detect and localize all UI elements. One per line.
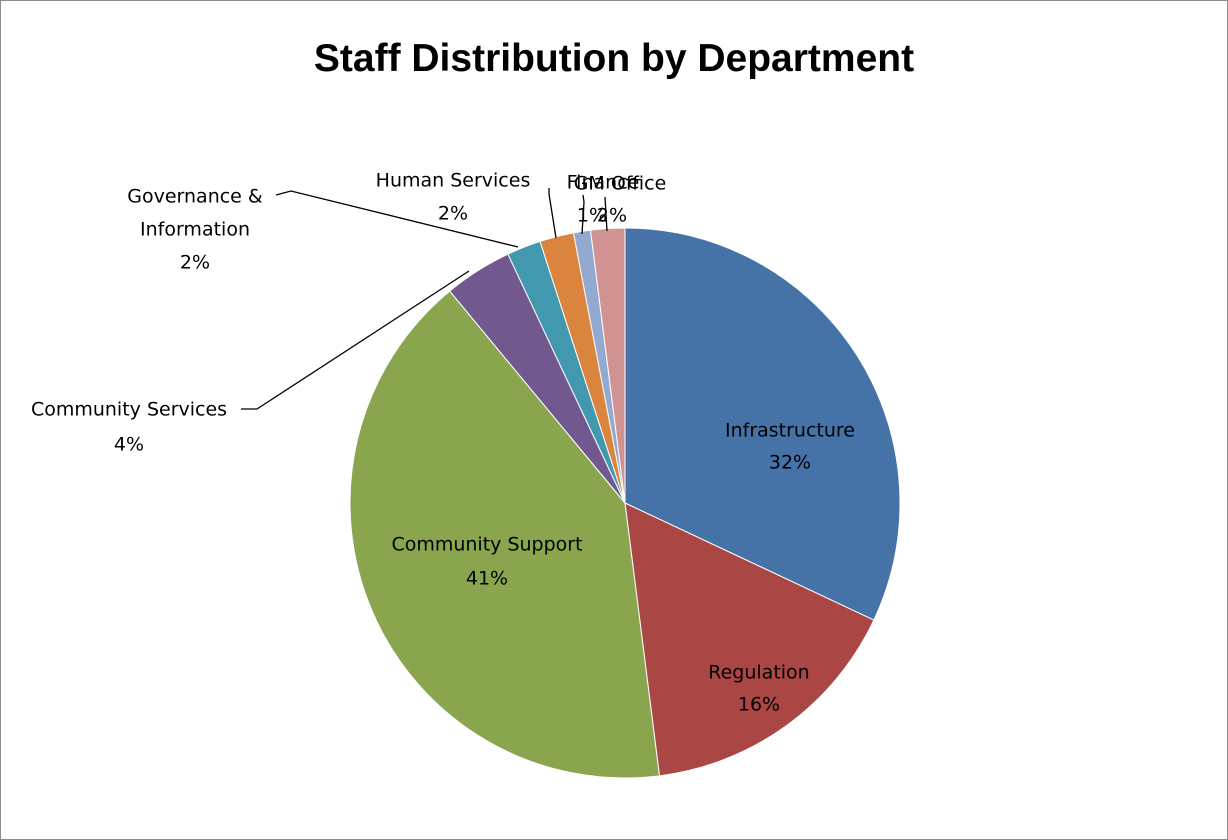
- data-label-value-infrastructure: 32%: [769, 452, 811, 474]
- data-label-name-human-services: Human Services: [376, 170, 531, 192]
- data-label-value-community-services: 4%: [114, 434, 144, 456]
- leader-line-human-services: [548, 188, 557, 239]
- pie-slice-gm-office: [589, 227, 626, 504]
- leader-line-community-services: [241, 270, 470, 410]
- data-label-name-governance-information: Information: [140, 219, 250, 241]
- data-label-value-finance: 1%: [577, 205, 607, 227]
- data-label-name-community-services: Community Services: [31, 399, 227, 421]
- pie-slice-infrastructure: [624, 227, 901, 621]
- data-label-name-gm-office: GM Office: [574, 173, 667, 195]
- data-label-name-governance-information: Governance &: [127, 186, 263, 208]
- data-label-name-finance: Finance: [567, 172, 640, 194]
- data-label-value-community-support: 41%: [466, 568, 508, 590]
- chart-title: Staff Distribution by Department: [313, 37, 915, 80]
- pie-slice-regulation: [624, 502, 875, 777]
- pie-slice-community-support: [349, 290, 661, 779]
- data-label-name-community-support: Community Support: [391, 534, 582, 556]
- data-label-value-gm-office: 2%: [597, 205, 627, 227]
- data-label-name-regulation: Regulation: [708, 662, 809, 684]
- data-label-value-human-services: 2%: [438, 203, 468, 225]
- leader-line-gm-office: [604, 196, 608, 232]
- leader-line-governance-information: [275, 190, 519, 248]
- data-label-value-governance-information: 2%: [180, 252, 210, 274]
- data-label-value-regulation: 16%: [738, 694, 780, 716]
- leader-line-finance: [581, 194, 585, 235]
- data-label-name-infrastructure: Infrastructure: [725, 420, 855, 442]
